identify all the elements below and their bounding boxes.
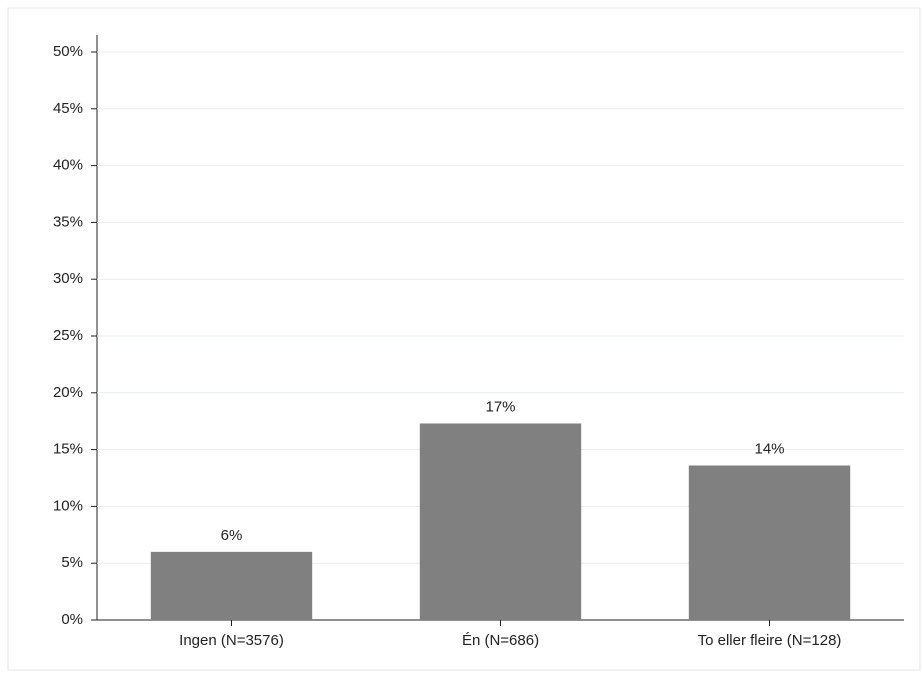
value-label: 14% (754, 440, 784, 457)
y-tick-label: 50% (53, 43, 83, 60)
value-label: 17% (485, 398, 515, 415)
y-tick-label: 30% (53, 270, 83, 287)
x-tick-label: To eller fleire (N=128) (698, 632, 842, 649)
bar (688, 465, 851, 620)
y-tick-label: 40% (53, 157, 83, 174)
y-tick-label: 15% (53, 441, 83, 458)
bar (419, 423, 582, 620)
x-tick-label: Én (N=686) (462, 632, 539, 649)
y-tick-label: 0% (61, 611, 83, 628)
bar (150, 551, 313, 620)
y-tick-label: 45% (53, 100, 83, 117)
y-tick-label: 25% (53, 327, 83, 344)
y-tick-label: 35% (53, 213, 83, 230)
y-tick-label: 5% (61, 554, 83, 571)
value-label: 6% (221, 527, 243, 544)
x-tick-label: Ingen (N=3576) (179, 632, 284, 649)
y-tick-label: 20% (53, 384, 83, 401)
y-tick-label: 10% (53, 497, 83, 514)
